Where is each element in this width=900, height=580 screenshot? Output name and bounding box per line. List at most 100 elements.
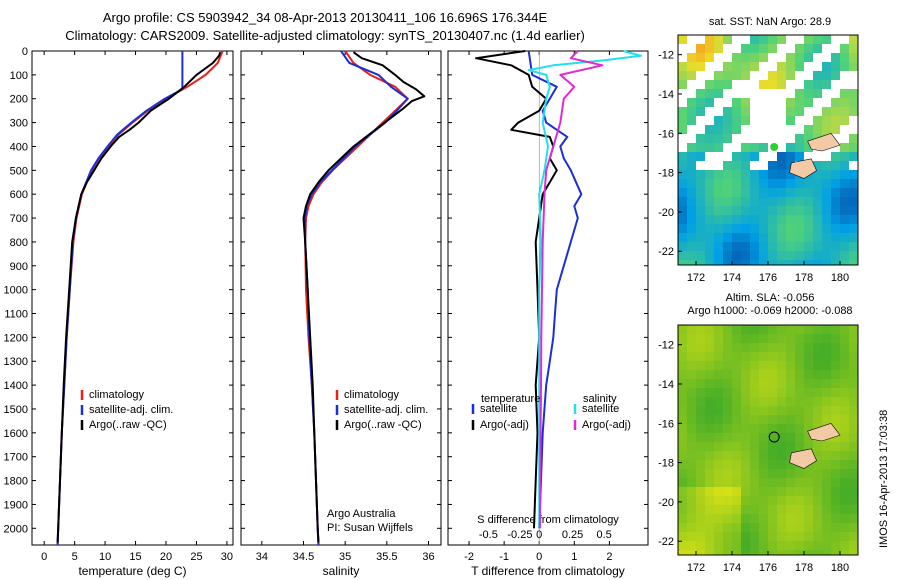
map-cell	[795, 325, 804, 334]
map-cell	[678, 469, 687, 478]
map-cell	[840, 361, 849, 370]
map-cell	[696, 334, 705, 343]
map-cell	[678, 215, 687, 224]
map-cell	[831, 442, 840, 451]
map-cell	[696, 541, 705, 550]
map-cell	[759, 44, 768, 53]
map-cell	[840, 406, 849, 415]
map-cell	[705, 505, 714, 514]
map-cell	[750, 251, 759, 260]
map-cell	[741, 233, 750, 242]
map-cell	[795, 370, 804, 379]
map-cell	[678, 179, 687, 188]
map-cell	[687, 505, 696, 514]
map-cell	[813, 179, 822, 188]
map-cell	[768, 352, 777, 361]
island	[789, 158, 817, 179]
map-cell	[741, 161, 750, 170]
map-cell	[705, 514, 714, 523]
map-cell	[822, 415, 831, 424]
map-cell	[723, 334, 732, 343]
map-cell	[714, 550, 723, 555]
map-cell	[768, 487, 777, 496]
map-cell	[795, 134, 804, 143]
map-cell	[849, 251, 858, 260]
map-cell	[705, 80, 714, 89]
map-cell	[714, 460, 723, 469]
island	[789, 448, 817, 469]
map-cell	[777, 152, 786, 161]
y-tick-label: 900	[10, 261, 28, 273]
map-cell	[849, 343, 858, 352]
map-cell	[849, 197, 858, 206]
map-cell	[678, 370, 687, 379]
map-cell	[696, 397, 705, 406]
map-cell	[804, 433, 813, 442]
map-cell	[723, 343, 732, 352]
map-cell	[786, 206, 795, 215]
map-cell	[822, 260, 831, 265]
series-line	[304, 50, 409, 546]
x-tick-label: 34	[256, 551, 268, 563]
map-cell	[732, 379, 741, 388]
map-cell	[741, 397, 750, 406]
map-cell	[723, 397, 732, 406]
map-cell	[768, 505, 777, 514]
map-cell	[705, 388, 714, 397]
map-cell	[768, 170, 777, 179]
map-cell	[849, 442, 858, 451]
map-cell	[741, 496, 750, 505]
map-cell	[840, 505, 849, 514]
map-cell	[777, 334, 786, 343]
map-cell	[705, 134, 714, 143]
map-cell	[813, 325, 822, 334]
map-cell	[714, 442, 723, 451]
map-cell	[831, 233, 840, 242]
map-cell	[840, 170, 849, 179]
map-cell	[678, 62, 687, 71]
map-cell	[804, 487, 813, 496]
map-cell	[786, 550, 795, 555]
map-cell	[714, 343, 723, 352]
map-cell	[696, 361, 705, 370]
x-tick-label: -1	[499, 551, 509, 563]
map-cell	[795, 523, 804, 532]
profile-panel-1: 0100200300400500600700800900100011001200…	[4, 46, 234, 578]
map-cell	[696, 206, 705, 215]
x-tick-label: 25	[190, 551, 202, 563]
map-cell	[723, 107, 732, 116]
map-cell	[687, 215, 696, 224]
map-cell	[750, 541, 759, 550]
map-cell	[741, 71, 750, 80]
map-cell	[849, 469, 858, 478]
map-cell	[696, 107, 705, 116]
map-cell	[759, 53, 768, 62]
map-cell	[678, 397, 687, 406]
map-cell	[678, 107, 687, 116]
map-cell	[741, 224, 750, 233]
map-cell	[849, 370, 858, 379]
map-cell	[705, 206, 714, 215]
map-cell	[714, 71, 723, 80]
map-cell	[705, 224, 714, 233]
map-cell	[822, 343, 831, 352]
map-cell	[822, 62, 831, 71]
map-cell	[786, 451, 795, 460]
map-cell	[696, 496, 705, 505]
map-cell	[705, 415, 714, 424]
map-cell	[777, 496, 786, 505]
map-cell	[741, 523, 750, 532]
map-cell	[741, 206, 750, 215]
map-cell	[840, 352, 849, 361]
map-cell	[813, 415, 822, 424]
map-cell	[678, 343, 687, 352]
map-cell	[714, 224, 723, 233]
map-cell	[831, 206, 840, 215]
map-cell	[822, 188, 831, 197]
map-cell	[696, 388, 705, 397]
map-cell	[804, 352, 813, 361]
map-cell	[804, 343, 813, 352]
map-cell	[840, 433, 849, 442]
map-cell	[831, 224, 840, 233]
map-cell	[777, 179, 786, 188]
